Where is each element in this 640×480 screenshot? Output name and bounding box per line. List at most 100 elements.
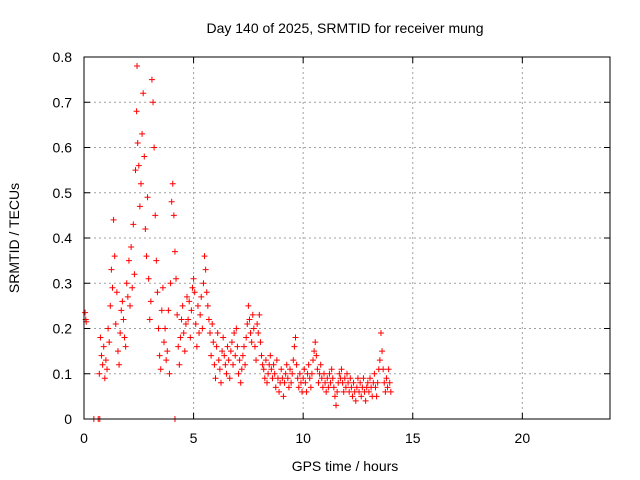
data-point	[285, 384, 292, 391]
data-point	[349, 393, 356, 400]
y-tick-label: 0.8	[53, 49, 73, 65]
data-point	[108, 266, 115, 273]
data-point	[151, 144, 158, 151]
data-point	[171, 248, 178, 255]
data-point	[163, 357, 170, 364]
data-point	[244, 320, 251, 327]
data-point	[228, 339, 235, 346]
data-point	[346, 388, 353, 395]
data-point	[300, 375, 307, 382]
data-point	[358, 393, 365, 400]
data-point	[376, 357, 383, 364]
data-point	[137, 180, 144, 187]
data-point	[105, 325, 112, 332]
data-point	[385, 366, 392, 373]
data-point	[184, 293, 191, 300]
data-point	[97, 334, 104, 341]
data-point	[367, 375, 374, 382]
data-point	[214, 330, 221, 337]
data-point	[145, 275, 152, 282]
data-point	[104, 366, 111, 373]
data-point	[384, 384, 391, 391]
data-point	[144, 194, 151, 201]
data-point	[220, 334, 227, 341]
data-point	[331, 393, 338, 400]
data-point	[339, 379, 346, 386]
data-point	[254, 320, 261, 327]
data-point	[291, 343, 298, 350]
x-tick-label: 10	[295, 430, 311, 446]
y-tick-label: 0.2	[53, 321, 73, 337]
data-point	[245, 302, 252, 309]
data-point	[235, 370, 242, 377]
data-point	[99, 361, 106, 368]
data-point	[344, 370, 350, 377]
data-point	[129, 284, 136, 291]
data-point	[377, 330, 384, 337]
data-point	[182, 320, 189, 327]
data-point	[124, 293, 131, 300]
data-point	[168, 198, 175, 205]
data-point	[185, 316, 192, 323]
data-point	[318, 375, 325, 382]
data-point	[348, 384, 355, 391]
data-point	[353, 384, 360, 391]
data-point	[162, 325, 169, 332]
data-point	[281, 379, 288, 386]
data-point	[261, 375, 268, 382]
data-point	[179, 302, 186, 309]
data-point	[387, 388, 394, 395]
grid	[84, 57, 610, 419]
data-point	[143, 253, 150, 260]
data-point	[177, 334, 184, 341]
data-point	[269, 375, 276, 382]
data-point	[106, 339, 113, 346]
data-point	[284, 375, 291, 382]
data-point	[173, 275, 180, 282]
data-point	[215, 357, 222, 364]
data-point	[350, 379, 357, 386]
x-axis-label: GPS time / hours	[292, 458, 399, 474]
y-tick-label: 0.7	[53, 94, 73, 110]
data-point	[301, 366, 308, 373]
data-point	[232, 352, 239, 359]
data-point	[170, 212, 177, 219]
data-point	[186, 298, 193, 305]
data-point	[110, 216, 117, 223]
data-point	[251, 343, 258, 350]
data-point	[236, 357, 243, 364]
data-point	[365, 388, 372, 395]
data-point	[257, 339, 264, 346]
data-point	[192, 320, 199, 327]
data-point	[123, 280, 130, 287]
data-points	[82, 63, 394, 422]
data-point	[225, 357, 232, 364]
data-point	[242, 361, 249, 368]
data-point	[217, 379, 224, 386]
data-point	[226, 375, 233, 382]
data-point	[329, 375, 336, 382]
data-point	[287, 366, 294, 373]
data-point	[114, 348, 121, 355]
y-tick-label: 0.6	[53, 140, 73, 156]
data-point	[117, 330, 124, 337]
data-point	[176, 361, 183, 368]
data-point	[271, 370, 278, 377]
data-point	[356, 388, 363, 395]
data-point	[380, 366, 387, 373]
data-point	[132, 167, 139, 174]
data-point	[272, 384, 279, 391]
data-point	[379, 348, 386, 355]
data-point	[289, 370, 296, 377]
data-point	[258, 352, 265, 359]
data-point	[260, 366, 267, 373]
data-point	[136, 203, 143, 210]
data-point	[152, 212, 159, 219]
data-point	[222, 361, 229, 368]
data-point	[292, 334, 299, 341]
data-point	[320, 370, 327, 377]
data-point	[240, 343, 247, 350]
data-point	[345, 379, 352, 386]
data-point	[295, 384, 302, 391]
